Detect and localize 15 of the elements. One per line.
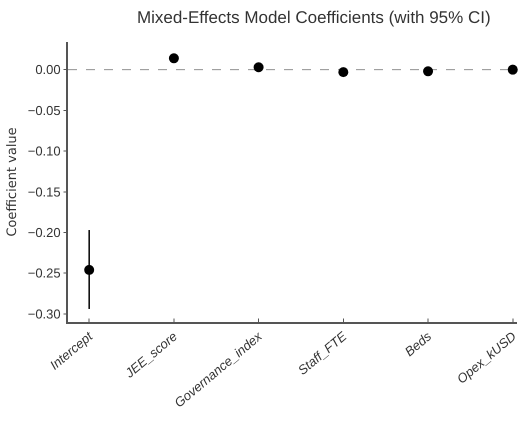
point bbox=[254, 62, 264, 72]
point bbox=[338, 67, 348, 78]
y-tick-label: −0.15 bbox=[28, 184, 61, 200]
y-tick-label: −0.30 bbox=[28, 306, 61, 322]
y-axis-title: Coefficient value bbox=[5, 127, 20, 237]
point bbox=[168, 53, 179, 64]
y-tick-label: −0.20 bbox=[28, 225, 61, 240]
chart-title: Mixed-Effects Model Coefficients (with 95% CI) bbox=[136, 8, 491, 27]
y-tick-label: −0.10 bbox=[28, 144, 61, 159]
y-tick-label: −0.25 bbox=[28, 266, 61, 281]
point bbox=[423, 66, 434, 76]
y-tick-label: −0.05 bbox=[28, 102, 61, 118]
point bbox=[84, 264, 94, 275]
point bbox=[508, 64, 518, 75]
y-tick-label: 0.00 bbox=[35, 62, 61, 78]
